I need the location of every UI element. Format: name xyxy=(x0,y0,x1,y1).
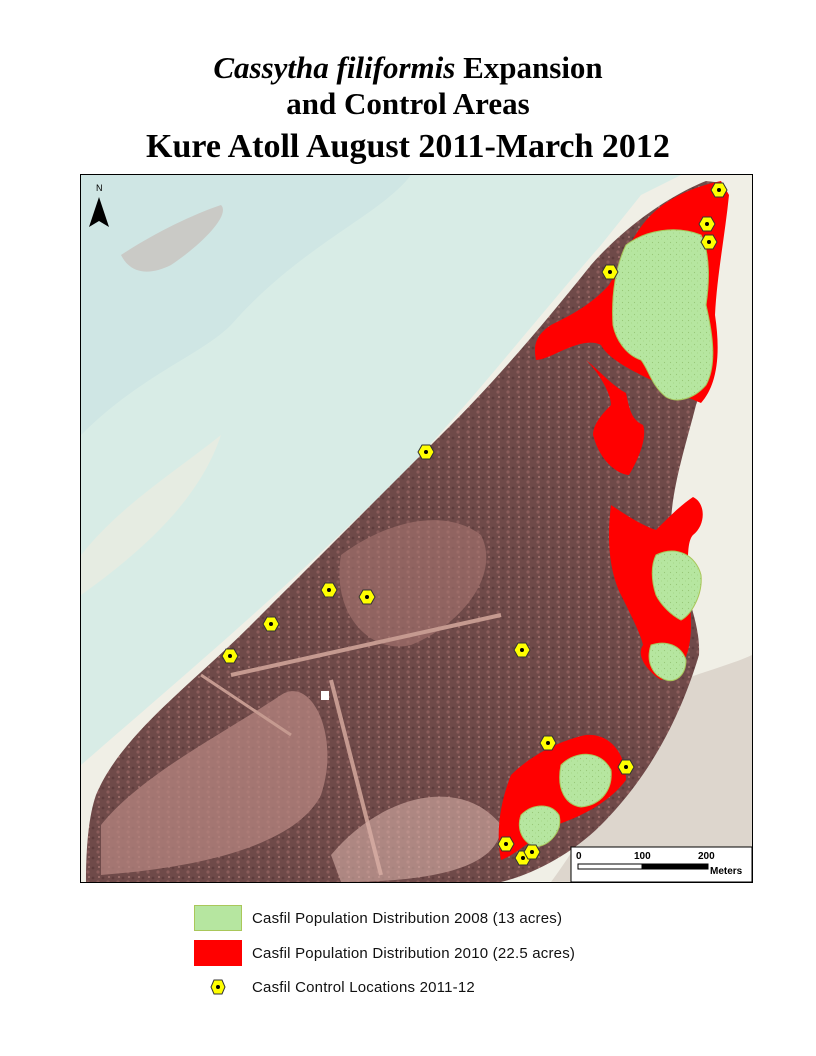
control-location-marker xyxy=(417,444,435,460)
legend-swatch-2008 xyxy=(194,905,242,931)
scale-tick-100: 100 xyxy=(634,851,651,862)
map-title-line-3: Kure Atoll August 2011-March 2012 xyxy=(146,128,670,165)
control-marker-icon xyxy=(210,979,226,995)
patch-2010-lobe xyxy=(586,360,645,475)
road-3 xyxy=(200,673,292,737)
control-location-marker xyxy=(497,836,515,852)
control-location-marker xyxy=(698,216,716,232)
central-clearing xyxy=(339,520,487,647)
control-location-marker xyxy=(539,735,557,751)
legend-item-2008: Casfil Population Distribution 2008 (13 … xyxy=(194,902,562,934)
shallow-water xyxy=(81,435,221,595)
legend-marker xyxy=(194,974,242,1000)
southwest-clearing xyxy=(101,691,328,875)
north-arrow: N xyxy=(89,183,109,227)
map-title-line-2: and Control Areas xyxy=(286,86,530,121)
scale-tick-200: 200 xyxy=(698,851,715,862)
control-location-marker xyxy=(617,759,635,775)
map-title-line-1: Cassytha filiformis Expansion xyxy=(0,50,816,86)
control-location-marker xyxy=(513,642,531,658)
species-name: Cassytha filiformis xyxy=(213,50,456,85)
north-arrow-icon xyxy=(89,197,109,227)
road-1 xyxy=(230,613,502,677)
patch-2008-south-1 xyxy=(559,753,612,808)
north-label: N xyxy=(96,183,103,193)
patch-2008-east xyxy=(651,550,702,621)
control-location-marker xyxy=(710,182,728,198)
legend-swatch-2010 xyxy=(194,940,242,966)
control-location-marker xyxy=(262,616,280,632)
satellite-map: N 0 100 200 Meters xyxy=(81,175,752,882)
south-sand-patch xyxy=(331,796,501,882)
control-location-marker xyxy=(700,234,718,250)
control-location-marker xyxy=(320,582,338,598)
scale-segment-black xyxy=(641,863,709,870)
patch-2008-east-small xyxy=(648,642,687,682)
scale-tick-0: 0 xyxy=(576,851,582,862)
reef-patch xyxy=(121,205,223,272)
patch-2008-north xyxy=(612,229,714,401)
control-location-marker xyxy=(601,264,619,280)
legend-label-2010: Casfil Population Distribution 2010 (22.… xyxy=(252,944,576,962)
legend-label-control: Casfil Control Locations 2011-12 xyxy=(252,978,475,996)
legend-item-control: Casfil Control Locations 2011-12 xyxy=(194,971,475,1003)
scale-segment-white xyxy=(577,863,643,870)
control-location-marker xyxy=(523,844,541,860)
control-locations-layer xyxy=(221,182,728,866)
legend-label-2008: Casfil Population Distribution 2008 (13 … xyxy=(252,909,563,927)
control-location-marker xyxy=(221,648,239,664)
scale-unit: Meters xyxy=(710,866,743,877)
scale-bar: 0 100 200 Meters xyxy=(570,846,752,882)
building xyxy=(321,691,329,700)
control-location-marker xyxy=(358,589,376,605)
map-frame: N 0 100 200 Meters xyxy=(80,174,753,883)
legend-item-2010: Casfil Population Distribution 2010 (22.… xyxy=(194,937,575,969)
patch-2008-south-2 xyxy=(518,805,561,848)
southeast-sand-flat xyxy=(551,655,752,882)
title-expansion-text: Expansion xyxy=(455,50,603,85)
population-2008-layer xyxy=(518,229,714,848)
